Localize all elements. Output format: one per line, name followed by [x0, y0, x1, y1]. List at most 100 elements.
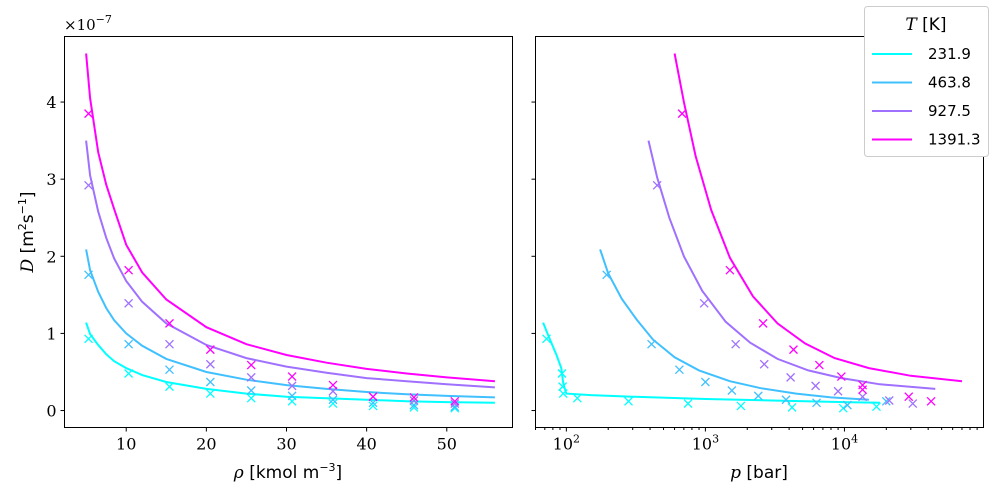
legend-label: 463.8	[928, 74, 971, 92]
left-series-line-1	[85, 249, 495, 399]
left-series-2-marker	[246, 372, 256, 382]
left-series-2-marker	[124, 298, 134, 308]
right-series-0-marker	[838, 403, 848, 413]
left-x-tick-label: 30	[276, 435, 296, 454]
right-series-2-marker	[652, 180, 662, 190]
right-series-2-marker	[759, 359, 769, 369]
left-series-0-marker	[124, 369, 134, 378]
right-series-2-marker	[731, 339, 741, 349]
right-series-0-marker	[787, 402, 797, 412]
left-series-2-marker	[84, 180, 94, 190]
right-series-0-marker	[736, 401, 746, 411]
left-y-tick-label: 4	[46, 93, 56, 112]
right-series-1-marker	[700, 377, 710, 387]
right-x-ticks: 102 103 104	[535, 427, 978, 454]
left-y-tick-label: 3	[46, 170, 56, 189]
right-series-1-marker	[753, 391, 763, 401]
left-series-1-marker	[246, 386, 256, 395]
left-x-tick-label: 10	[116, 435, 136, 454]
right-series-1-marker	[647, 339, 657, 349]
left-x-tick-label: 50	[437, 435, 457, 454]
right-series-0-marker	[557, 369, 567, 378]
right-series-line-0	[542, 322, 880, 404]
left-series-0-marker	[409, 402, 419, 412]
left-series-0-marker	[205, 389, 215, 399]
left-x-tick-label: 20	[196, 435, 216, 454]
right-series-3-marker	[926, 396, 936, 406]
left-series-1-marker	[287, 391, 297, 401]
left-series-3-marker	[328, 380, 338, 390]
right-series-2-marker	[908, 399, 918, 409]
right-plot-area	[542, 53, 963, 413]
left-y-tick-label: 2	[46, 247, 56, 266]
left-series-1-marker	[124, 339, 134, 349]
y-axis-label: D [m2s−1]	[16, 192, 38, 274]
right-series-3-marker	[725, 265, 735, 275]
right-series-3-marker	[836, 372, 846, 382]
right-series-2-marker	[786, 372, 796, 382]
right-series-2-marker	[858, 392, 868, 402]
left-x-axis-label: ρ [kmol m−3]	[233, 461, 342, 483]
left-y-tick-label: 1	[46, 324, 56, 343]
legend-entry: 1391.3	[872, 131, 981, 149]
left-series-3-marker	[246, 360, 256, 370]
right-series-line-1	[599, 249, 869, 401]
left-series-2-marker	[450, 399, 460, 409]
right-series-0-marker	[872, 402, 881, 412]
left-series-line-0	[85, 322, 495, 404]
left-series-3-marker	[124, 265, 134, 275]
left-series-2-marker	[165, 339, 174, 349]
legend-box	[864, 6, 989, 157]
right-series-3-marker	[758, 318, 768, 328]
right-series-3-marker	[814, 360, 824, 370]
left-series-1-marker	[328, 395, 338, 405]
left-series-3-marker	[450, 396, 460, 406]
left-series-3-marker	[368, 392, 378, 402]
left-series-line-3	[85, 53, 495, 383]
left-series-2-marker	[409, 396, 419, 405]
legend-entry: 927.5	[872, 102, 971, 120]
right-series-0-marker	[683, 399, 693, 409]
right-series-0-marker	[624, 396, 633, 406]
legend-label: 231.9	[928, 45, 971, 63]
left-series-2-marker	[205, 359, 215, 369]
left-series-1-marker	[205, 377, 215, 387]
left-series-3-marker	[84, 109, 94, 119]
right-series-2-marker	[699, 298, 709, 308]
right-x-tick-label: 104	[831, 433, 858, 454]
right-series-1-marker	[602, 270, 612, 280]
right-series-1-marker	[674, 365, 684, 375]
left-y-ticks: 0 1 2 3 4	[46, 93, 65, 421]
left-series-0-marker	[368, 401, 378, 411]
right-series-1-marker	[727, 386, 737, 395]
right-y-ticks	[531, 101, 536, 412]
right-series-3-marker	[789, 345, 798, 355]
right-series-1-marker	[842, 400, 852, 410]
left-x-ticks: 10 20 30 40 50	[116, 427, 457, 454]
legend-label: 1391.3	[928, 131, 981, 149]
right-x-tick-label: 102	[553, 433, 580, 454]
right-series-3-marker	[858, 385, 868, 395]
legend-title: T [K]	[905, 15, 946, 35]
left-y-tick-label: 0	[46, 402, 56, 421]
right-series-1-marker	[881, 396, 891, 406]
y-axis-multiplier: ×10−7	[64, 13, 112, 34]
left-series-1-marker	[84, 270, 94, 280]
right-series-0-marker	[558, 389, 568, 399]
left-series-0-marker	[165, 382, 174, 392]
left-series-2-marker	[287, 381, 297, 391]
legend-entry: 463.8	[872, 74, 971, 92]
legend-label: 927.5	[928, 102, 971, 120]
left-plot-area	[84, 53, 495, 413]
right-axes-frame	[535, 36, 984, 428]
right-series-3-marker	[677, 109, 687, 119]
legend-entry: 231.9	[872, 45, 971, 63]
left-series-0-marker	[246, 393, 256, 403]
left-series-0-marker	[328, 399, 338, 409]
right-series-2-marker	[833, 386, 843, 396]
right-series-0-marker	[542, 334, 551, 344]
left-series-line-2	[85, 140, 495, 389]
right-series-3-marker	[904, 392, 914, 402]
left-series-3-marker	[205, 345, 215, 355]
